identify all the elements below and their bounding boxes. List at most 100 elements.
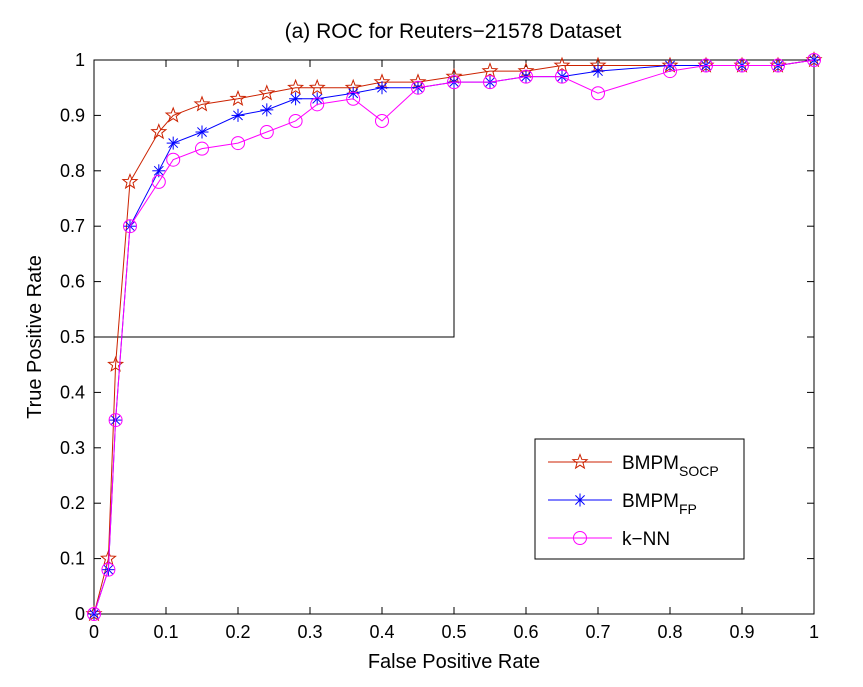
asterisk-stroke [348, 88, 359, 99]
series-0-point [164, 106, 182, 123]
x-tick-label: 0.6 [513, 622, 538, 642]
series-2-point [87, 607, 101, 621]
y-tick-label: 0.6 [60, 272, 85, 292]
series-0-point [121, 172, 139, 190]
legend-label-1: BMPMFP [622, 491, 697, 517]
series-0-point [193, 95, 211, 112]
series-layer [85, 51, 823, 622]
y-tick-label: 0.7 [60, 216, 85, 236]
asterisk-stroke [153, 165, 164, 176]
series-2-point [108, 413, 123, 428]
series-2-point [123, 219, 137, 234]
legend-label-name: BMPM [622, 491, 679, 512]
series-1-point [310, 92, 324, 106]
legend-label-2: k−NN [622, 529, 670, 550]
series-2-point [447, 75, 461, 90]
series-1-point [663, 59, 677, 73]
legend-label-name: k−NN [622, 529, 670, 550]
legend-marker-0 [571, 453, 589, 470]
asterisk-stroke [261, 104, 272, 115]
series-0-point [287, 78, 305, 95]
legend-box [534, 438, 745, 560]
y-tick-label: 1 [75, 50, 85, 70]
series-2-point [310, 97, 325, 112]
series-0-point [308, 78, 326, 95]
series-1-point [375, 81, 389, 95]
series-0-point [553, 56, 571, 73]
x-tick-label: 0.1 [153, 622, 178, 642]
chart-title: (a) ROC for Reuters−21578 Dataset [285, 20, 622, 43]
x-tick-label: 1 [809, 622, 819, 642]
y-tick-label: 0 [75, 604, 85, 624]
series-1-point [166, 136, 180, 150]
x-tick-label: 0.4 [369, 622, 394, 642]
x-tick-label: 0 [89, 622, 99, 642]
axis-ticks: 0 0.1 0.2 0.3 0.4 0.5 0.6 0.7 0.8 0.9 1 0 0.1 0.2 0.3 0… [60, 50, 819, 642]
series-2-point [735, 58, 749, 73]
series-2-point [231, 136, 245, 151]
legend-marker-2 [573, 531, 587, 545]
zoom-inset-box [93, 59, 455, 338]
asterisk-stroke [575, 495, 585, 505]
series-2-point [555, 69, 569, 84]
y-axis-label: True Positive Rate [24, 255, 46, 419]
series-1-point [195, 125, 209, 139]
y-tick-label: 0.8 [60, 161, 85, 181]
x-tick-label: 0.3 [297, 622, 322, 642]
x-tick-label: 0.7 [585, 622, 610, 642]
series-0-point [481, 62, 499, 79]
series-1-point [591, 64, 605, 78]
series-0-point [229, 89, 247, 107]
series-0-point [258, 84, 276, 101]
series-2-point [346, 91, 361, 106]
asterisk-stroke [197, 127, 207, 137]
series-0-point [150, 123, 168, 140]
series-1-point [346, 86, 360, 100]
asterisk-stroke [290, 93, 301, 104]
asterisk-stroke [665, 60, 675, 71]
y-tick-label: 0.9 [60, 105, 85, 125]
series-2-point [288, 113, 303, 128]
series-2-point [101, 562, 116, 577]
series-2-point [411, 80, 425, 95]
legend-label-0: BMPMSOCP [622, 453, 719, 479]
x-tick-label: 0.9 [729, 622, 754, 642]
asterisk-stroke [312, 93, 323, 104]
legend-marker-1 [573, 493, 587, 507]
series-0-point [107, 355, 125, 372]
series-2-point [259, 125, 274, 140]
asterisk-stroke [593, 66, 603, 77]
series-2-point [483, 75, 497, 90]
series-2-point [591, 86, 605, 101]
y-tick-label: 0.3 [60, 438, 85, 458]
series-2-point [195, 141, 209, 156]
series-2-point [375, 113, 389, 128]
legend-label-subscript: SOCP [679, 463, 719, 479]
x-tick-label: 0.2 [225, 622, 250, 642]
series-2-point [519, 69, 533, 84]
asterisk-stroke [168, 138, 179, 149]
asterisk-stroke [377, 82, 387, 93]
series-1-point [289, 92, 303, 106]
series-2-point [699, 58, 713, 73]
series-2-point [151, 174, 166, 189]
series-2-point [807, 53, 821, 67]
y-tick-label: 0.4 [60, 382, 85, 402]
x-axis-label: False Positive Rate [368, 651, 540, 673]
series-2-point [771, 58, 785, 73]
x-tick-label: 0.8 [657, 622, 682, 642]
series-1-point [231, 108, 245, 122]
y-tick-label: 0.5 [60, 327, 85, 347]
legend-label-subscript: FP [679, 501, 697, 517]
asterisk-stroke [233, 110, 243, 121]
legend-label-name: BMPM [622, 453, 679, 474]
x-tick-label: 0.5 [441, 622, 466, 642]
y-tick-label: 0.2 [60, 493, 85, 513]
series-2-point [663, 64, 677, 79]
series-2-point [166, 152, 181, 167]
y-tick-label: 0.1 [60, 549, 85, 569]
series-1-point [260, 103, 274, 117]
